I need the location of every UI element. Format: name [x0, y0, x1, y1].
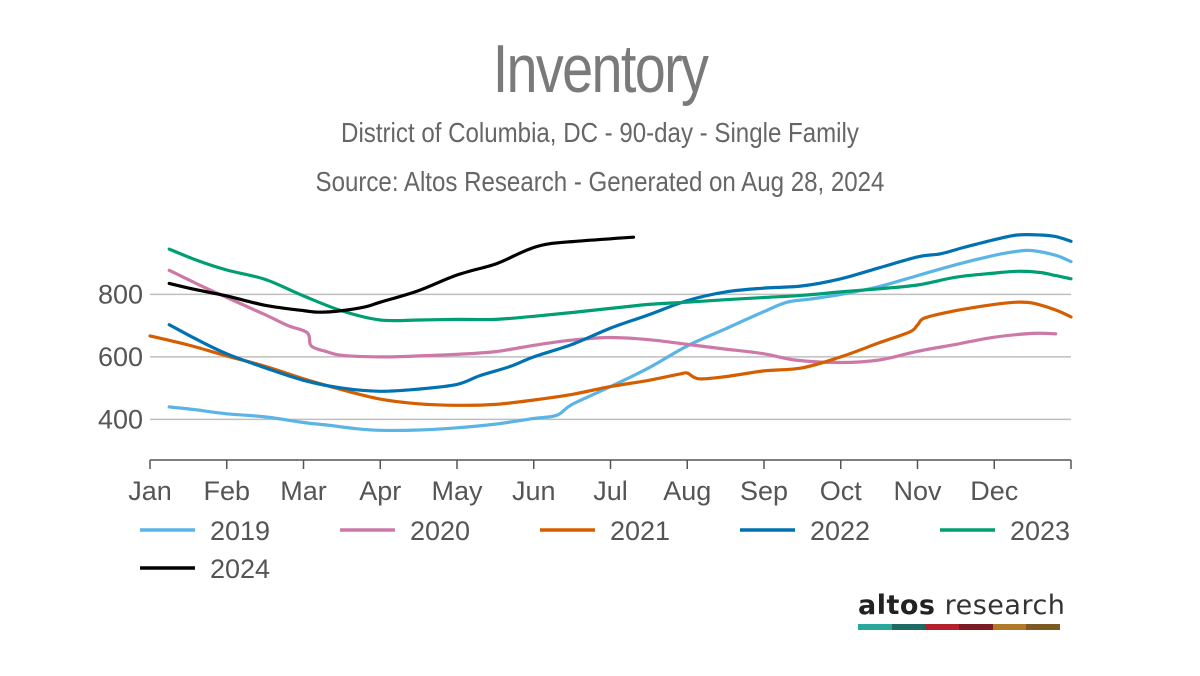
series-line-2019 [167, 248, 1073, 432]
y-axis-labels: 400 600 800 [98, 279, 143, 434]
legend-label-2023: 2023 [1010, 516, 1070, 546]
x-tick-label: Mar [280, 476, 327, 506]
legend-label-2024: 2024 [210, 554, 270, 584]
x-tick-label: Nov [893, 476, 942, 506]
series-line-2020 [167, 268, 1058, 365]
logo-text: altos research [858, 590, 1065, 621]
series-lines [148, 232, 1073, 432]
x-tick-label: Aug [663, 476, 711, 506]
logo-color-bar [858, 624, 1061, 630]
x-tick-label: Dec [970, 476, 1018, 506]
logo-color-segment [858, 624, 892, 630]
logo-color-segment [959, 624, 993, 630]
chart-title: Inventory [492, 31, 709, 107]
legend-label-2019: 2019 [210, 516, 270, 546]
legend-label-2022: 2022 [810, 516, 870, 546]
grid-lines [150, 293, 1071, 421]
logo-color-segment [925, 624, 960, 630]
x-tick-label: Jul [593, 476, 628, 506]
logo-color-segment [1026, 624, 1061, 630]
legend: 2019 2020 2021 2022 2023 2024 [140, 516, 1070, 584]
logo-color-segment [891, 624, 926, 630]
x-tick-label: Feb [203, 476, 250, 506]
legend-label-2020: 2020 [410, 516, 470, 546]
logo-brand-rest: research [935, 590, 1066, 621]
x-tick-label: May [431, 476, 483, 506]
x-tick-label: Sep [740, 476, 788, 506]
y-tick-label: 800 [98, 279, 143, 309]
series-line-2023 [167, 247, 1073, 323]
altos-research-logo: altos research [858, 590, 1065, 630]
x-axis: Jan Feb Mar Apr May Jun Jul Aug Sep Oct Nov Dec [128, 459, 1072, 506]
x-tick-label: Jan [128, 476, 172, 506]
x-tick-label: Apr [359, 476, 401, 506]
series-line-2024 [167, 235, 636, 314]
series-line-2022 [167, 232, 1073, 393]
chart-source: Source: Altos Research - Generated on Au… [315, 166, 885, 197]
x-tick-label: Jun [512, 476, 556, 506]
chart-subtitle: District of Columbia, DC - 90-day - Sing… [341, 117, 859, 148]
logo-color-segment [992, 624, 1027, 630]
x-tick-label: Oct [820, 476, 863, 506]
legend-label-2021: 2021 [610, 516, 670, 546]
logo-brand-bold: altos [858, 590, 936, 621]
y-tick-label: 600 [98, 342, 143, 372]
y-tick-label: 400 [98, 404, 143, 434]
series-line-2021 [148, 300, 1073, 407]
